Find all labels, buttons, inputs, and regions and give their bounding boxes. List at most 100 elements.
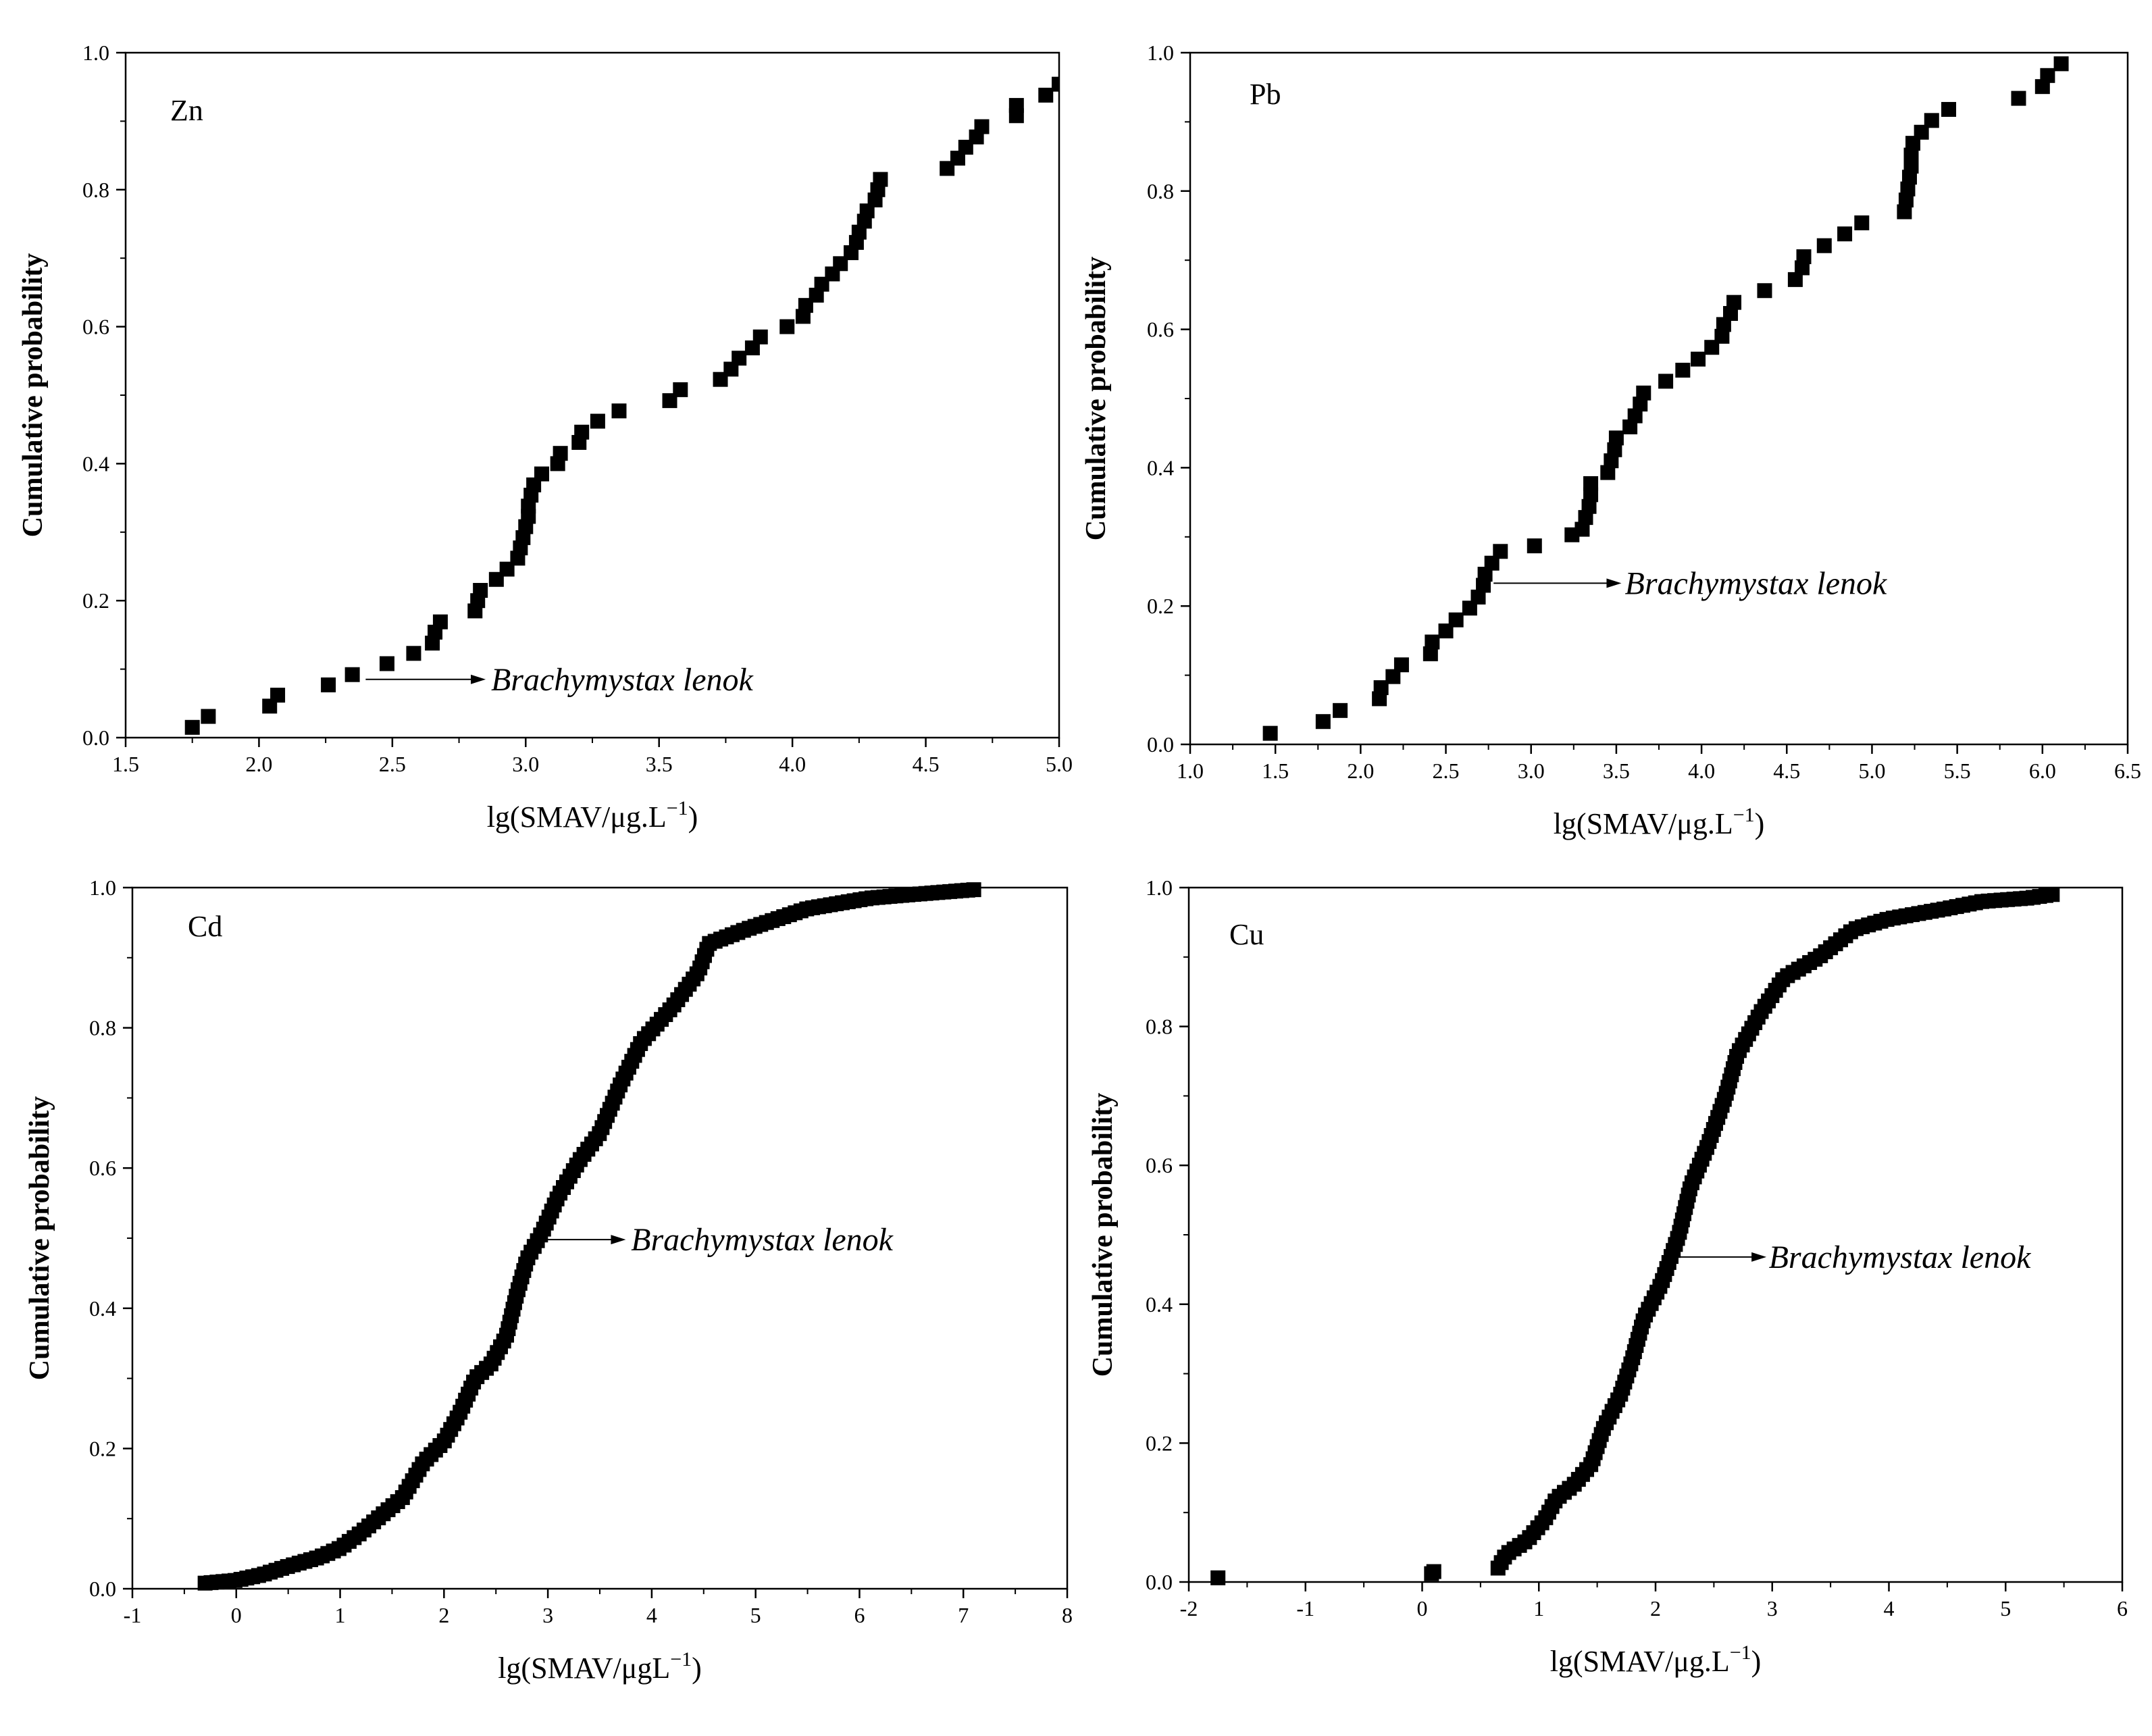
- data-point: [1691, 351, 1706, 367]
- x-tick-label: 1.0: [1177, 759, 1204, 783]
- data-point: [1425, 634, 1440, 650]
- data-point: [270, 688, 286, 703]
- x-axis-title-main: lg(SMAV/μg.L: [1554, 807, 1733, 840]
- y-axis-title: Cumulative probability: [1087, 1093, 1119, 1377]
- y-tick-label: 0.4: [82, 451, 109, 476]
- data-point: [732, 351, 747, 366]
- y-tick-label: 0.0: [82, 725, 109, 750]
- y-axis-title: Cumulative probability: [24, 1096, 55, 1380]
- data-point: [1038, 87, 1054, 103]
- data-point: [1914, 124, 1929, 140]
- data-point: [1393, 657, 1409, 673]
- x-tick-label: 3: [1767, 1596, 1778, 1620]
- annotation-label: Brachymystax lenok: [491, 662, 754, 698]
- data-point: [574, 424, 590, 440]
- x-axis-title: lg(SMAV/μg.L−1): [1550, 1641, 1762, 1678]
- data-point: [1385, 669, 1401, 684]
- x-tick-label: 4.5: [913, 752, 940, 776]
- y-tick-label: 1.0: [1146, 875, 1173, 900]
- data-point: [1796, 249, 1812, 265]
- data-point: [1636, 385, 1651, 401]
- x-tick-label: 5.5: [1944, 759, 1971, 783]
- data-point: [1675, 363, 1691, 378]
- x-tick-label: 2.0: [1347, 759, 1374, 783]
- x-tick-label: 6: [854, 1603, 865, 1627]
- data-point: [1583, 476, 1599, 491]
- x-tick-label: 2: [438, 1603, 449, 1627]
- y-tick-label: 0.6: [82, 315, 109, 339]
- annotation-arrow-head: [1606, 578, 1622, 588]
- data-point: [1608, 430, 1624, 446]
- data-point: [611, 403, 627, 419]
- data-point: [201, 709, 216, 724]
- x-axis-title: lg(SMAV/μg.L−1): [1554, 804, 1765, 840]
- y-tick-label: 0.0: [89, 1577, 116, 1601]
- y-tick-label: 0.4: [1146, 1292, 1173, 1317]
- y-tick-label: 0.2: [1146, 1431, 1173, 1455]
- x-tick-label: 6: [2117, 1596, 2128, 1620]
- x-tick-label: 6.0: [2029, 759, 2056, 783]
- y-tick-label: 0.8: [1147, 179, 1174, 203]
- data-point: [1426, 1564, 1441, 1579]
- x-tick-label: 6.5: [2114, 759, 2141, 783]
- data-point: [1941, 101, 1957, 117]
- y-tick-label: 0.6: [89, 1156, 116, 1180]
- data-point: [752, 329, 768, 344]
- metal-label: Cd: [188, 910, 222, 943]
- x-tick-label: 3.5: [1603, 759, 1630, 783]
- x-axis-title: lg(SMAV/μg.L−1): [487, 797, 698, 834]
- data-point: [1262, 725, 1278, 741]
- data-point: [1315, 714, 1331, 730]
- x-tick-label: 5.0: [1858, 759, 1885, 783]
- data-point: [1581, 499, 1597, 514]
- x-tick-label: 3.0: [1518, 759, 1545, 783]
- x-tick-label: 2.5: [379, 752, 406, 776]
- data-markers: [184, 76, 1059, 735]
- x-tick-label: 1.5: [1262, 759, 1289, 783]
- x-tick-label: 5.0: [1046, 752, 1073, 776]
- data-point: [1574, 521, 1590, 537]
- x-tick-label: 2: [1650, 1596, 1661, 1620]
- x-tick-label: 4.0: [1688, 759, 1715, 783]
- x-tick-label: 2.5: [1433, 759, 1460, 783]
- x-axis-title-tail: ): [1751, 1645, 1762, 1678]
- x-tick-label: 4: [1884, 1596, 1895, 1620]
- y-tick-label: 0.2: [89, 1436, 116, 1460]
- data-markers: [1262, 56, 2069, 741]
- y-tick-label: 0.8: [1146, 1015, 1173, 1039]
- data-point: [379, 656, 394, 671]
- y-tick-label: 1.0: [1147, 41, 1174, 65]
- y-tick-label: 0.0: [1147, 732, 1174, 757]
- data-point: [1600, 465, 1616, 480]
- y-tick-label: 0.2: [1147, 594, 1174, 618]
- data-point: [473, 582, 488, 598]
- data-point: [974, 119, 990, 134]
- x-axis-title-superscript: −1: [1733, 804, 1755, 826]
- x-tick-label: 0: [231, 1603, 242, 1627]
- data-point: [1052, 76, 1059, 92]
- annotation-arrow-head: [611, 1235, 626, 1245]
- data-point: [1897, 204, 1912, 220]
- x-tick-label: 1.5: [112, 752, 139, 776]
- x-tick-label: -1: [124, 1603, 142, 1627]
- annotation-arrow-head: [471, 674, 486, 684]
- data-point: [966, 882, 981, 898]
- data-point: [1527, 538, 1542, 554]
- chart-panel-zn: 1.5 2.0 2.5 3.0 3.5 4.0 4.5 5.0 0.0 0.2 0.4 0.6 0.8 1…: [18, 41, 1073, 834]
- data-point: [2045, 887, 2060, 902]
- annotation-label: Brachymystax lenok: [1625, 565, 1889, 601]
- data-point: [406, 646, 421, 661]
- x-axis-title-superscript: −1: [670, 1648, 692, 1670]
- annotation-label: Brachymystax lenok: [631, 1222, 894, 1258]
- x-tick-label: 3: [542, 1603, 553, 1627]
- data-point: [1854, 215, 1870, 230]
- x-axis-title-tail: ): [688, 800, 698, 834]
- x-tick-label: 1: [1533, 1596, 1544, 1620]
- data-point: [1900, 181, 1916, 197]
- data-point: [1924, 113, 1939, 128]
- x-axis-title-tail: ): [1755, 807, 1765, 840]
- x-tick-label: 4.5: [1773, 759, 1800, 783]
- data-point: [779, 319, 795, 334]
- data-point: [1607, 442, 1622, 457]
